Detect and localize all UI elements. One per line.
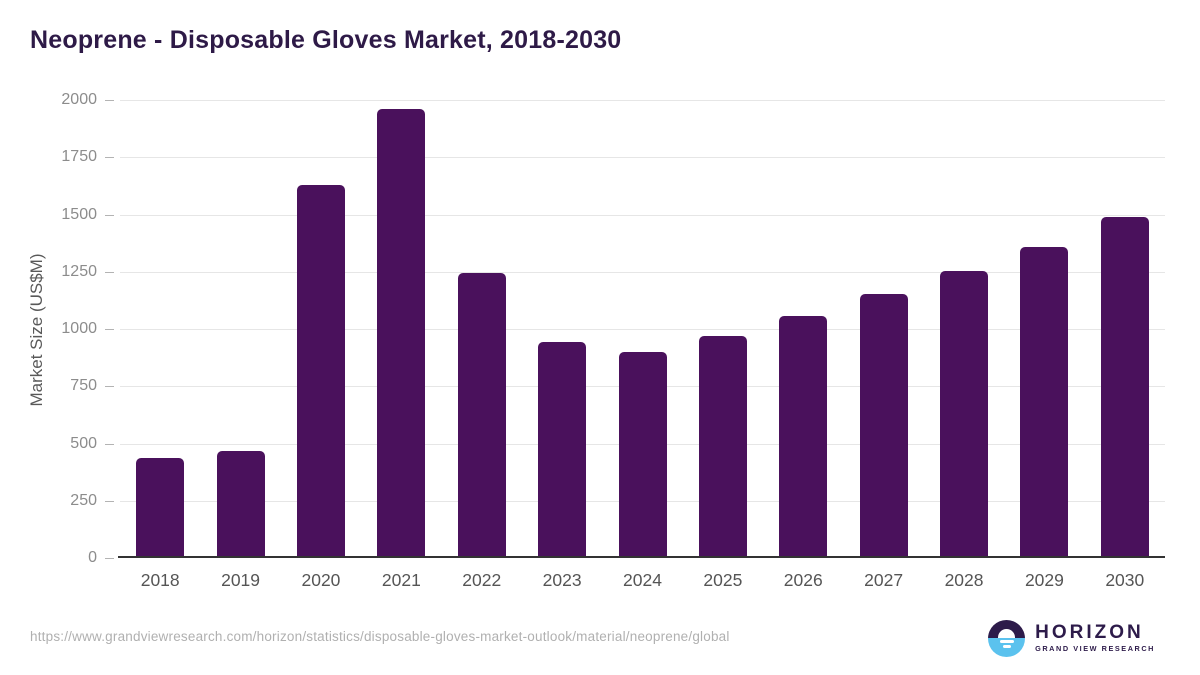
bar-2025[interactable] [698, 336, 747, 556]
x-tick-label-2028: 2028 [944, 570, 984, 590]
logo-subtitle: GRAND VIEW RESEARCH [1035, 644, 1155, 654]
bar-2029[interactable] [1020, 246, 1069, 556]
x-tick-label-2026: 2026 [783, 570, 823, 590]
x-tick-label-2019: 2019 [221, 570, 261, 590]
bar-2018[interactable] [136, 457, 185, 556]
y-tick-label: 1250 [61, 262, 97, 280]
x-tick-label-2029: 2029 [1024, 570, 1064, 590]
logo-sky-half [988, 619, 1026, 638]
bar-2021[interactable] [377, 109, 426, 556]
source-url: https://www.grandviewresearch.com/horizo… [30, 629, 730, 644]
y-tick-label: 750 [70, 377, 97, 395]
bar-2027[interactable] [859, 293, 908, 556]
logo-sun-icon [998, 629, 1016, 638]
y-tick-label: 1750 [61, 148, 97, 166]
logo-title: HORIZON [1035, 622, 1144, 644]
y-tick-mark [105, 100, 114, 101]
x-tick-label-2018: 2018 [140, 570, 180, 590]
logo-reflection-line [999, 640, 1014, 643]
x-tick-label-2025: 2025 [703, 570, 743, 590]
gridline [120, 329, 1165, 330]
bar-2026[interactable] [779, 315, 828, 556]
plot-area: 0 250 500 750 1000 1250 1500 1750 2000 2018 2019 20… [61, 91, 1165, 590]
y-tick-label: 2000 [61, 91, 97, 108]
y-tick-label: 0 [88, 549, 97, 566]
gridline [120, 271, 1165, 273]
y-tick-mark [105, 386, 114, 388]
x-tick-label-2021: 2021 [381, 570, 421, 590]
bar-2030[interactable] [1100, 217, 1149, 556]
y-tick-label: 1500 [61, 205, 97, 223]
gridline [120, 214, 1165, 216]
bar-2028[interactable] [940, 270, 989, 556]
bar-2020[interactable] [296, 185, 345, 556]
x-tick-label-2022: 2022 [462, 570, 502, 590]
gridline [120, 157, 1165, 159]
y-tick-mark [105, 271, 114, 273]
y-tick-label: 500 [70, 434, 97, 452]
x-tick-label-2024: 2024 [623, 570, 662, 590]
horizon-logo-icon [988, 619, 1026, 657]
chart-title: Neoprene - Disposable Gloves Market, 201… [30, 26, 622, 54]
y-tick-mark [105, 329, 114, 330]
x-tick-label-2030: 2030 [1105, 570, 1145, 590]
bar-2024[interactable] [618, 352, 667, 556]
x-tick-label-2020: 2020 [301, 570, 341, 590]
gridline [120, 100, 1165, 101]
logo-reflection-line [1002, 645, 1011, 648]
horizon-logo: HORIZON GRAND VIEW RESEARCH [988, 619, 1155, 657]
x-axis-line [118, 556, 1165, 558]
x-tick-label-2023: 2023 [542, 570, 582, 590]
y-tick-label: 250 [70, 491, 97, 509]
x-tick-label-2027: 2027 [864, 570, 904, 590]
bar-2022[interactable] [457, 273, 506, 556]
y-tick-label: 1000 [61, 320, 97, 337]
y-tick-mark [105, 443, 114, 445]
bar-2023[interactable] [538, 341, 587, 556]
y-tick-mark [105, 500, 114, 502]
bar-2019[interactable] [216, 450, 265, 556]
y-tick-mark [105, 558, 114, 559]
y-tick-mark [105, 214, 114, 216]
y-tick-mark [105, 157, 114, 159]
logo-text: HORIZON GRAND VIEW RESEARCH [1035, 623, 1155, 652]
